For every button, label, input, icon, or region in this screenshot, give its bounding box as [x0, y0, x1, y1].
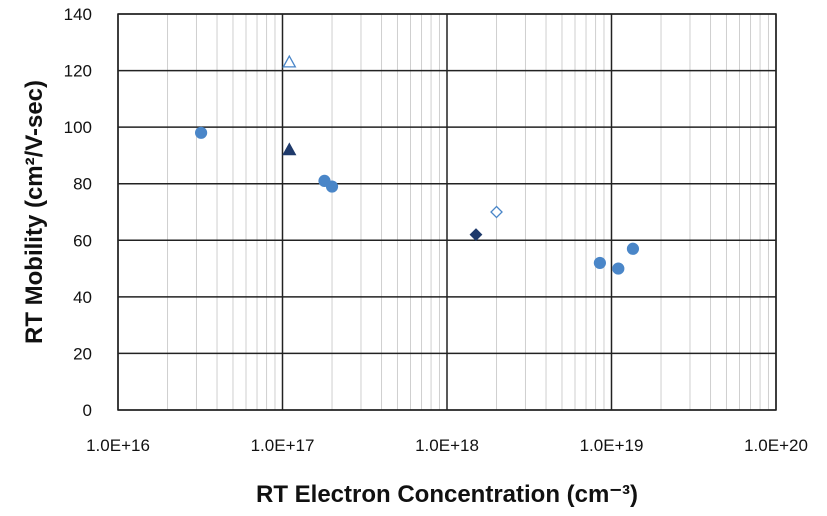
y-tick-label: 0: [83, 401, 92, 420]
x-tick-label: 1.0E+16: [86, 436, 150, 455]
y-tick-label: 120: [64, 62, 92, 81]
x-tick-label: 1.0E+20: [744, 436, 808, 455]
data-point-circle-filled: [593, 256, 606, 270]
data-point-triangle-filled: [282, 142, 297, 156]
y-tick-label: 60: [73, 231, 92, 250]
data-point-circle-filled: [194, 126, 208, 139]
x-tick-label: 1.0E+17: [251, 436, 315, 455]
y-tick-label: 80: [73, 175, 92, 194]
x-tick-label: 1.0E+18: [415, 436, 479, 455]
y-tick-label: 20: [73, 344, 92, 363]
x-axis-ticks: 1.0E+16 1.0E+17 1.0E+18 1.0E+19 1.0E+20: [86, 436, 808, 455]
grid: [117, 13, 777, 411]
y-tick-label: 40: [73, 288, 92, 307]
y-tick-label: 100: [64, 118, 92, 137]
data-point-circle-filled: [612, 262, 625, 275]
x-axis-title: RT Electron Concentration (cm⁻³): [256, 481, 638, 508]
data-point-diamond-open: [490, 205, 503, 219]
plot-area-frame: [117, 13, 777, 411]
data-point-circle-filled: [626, 242, 640, 255]
y-axis-title: RT Mobility (cm²/V-sec): [21, 80, 48, 344]
data-point-circle-filled: [325, 180, 339, 193]
data-point-diamond-filled: [469, 228, 483, 242]
data-points: [194, 54, 640, 275]
y-axis-ticks: 0 20 40 60 80 100 120 140: [64, 5, 92, 420]
data-point-triangle-open: [282, 54, 297, 68]
y-tick-label: 140: [64, 5, 92, 24]
x-tick-label: 1.0E+19: [580, 436, 644, 455]
